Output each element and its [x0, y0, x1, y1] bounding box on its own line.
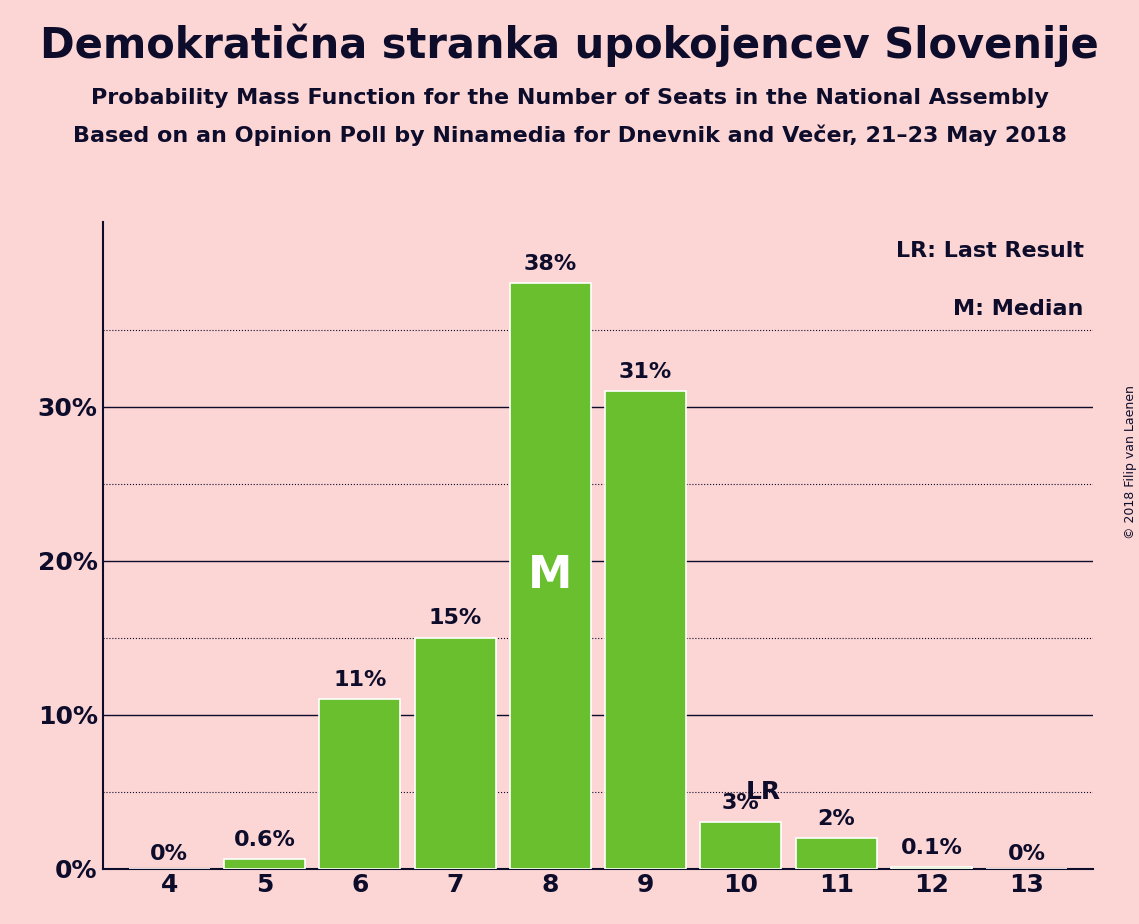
- Bar: [605, 391, 686, 869]
- Text: Based on an Opinion Poll by Ninamedia for Dnevnik and Večer, 21–23 May 2018: Based on an Opinion Poll by Ninamedia fo…: [73, 125, 1066, 146]
- Text: 3%: 3%: [722, 793, 760, 813]
- Bar: [319, 699, 400, 869]
- Bar: [510, 284, 591, 869]
- Bar: [224, 859, 305, 869]
- Text: 0.6%: 0.6%: [233, 830, 295, 850]
- Text: 31%: 31%: [618, 362, 672, 382]
- Text: M: M: [528, 554, 573, 598]
- Text: 38%: 38%: [524, 254, 577, 274]
- Text: 0.1%: 0.1%: [901, 838, 962, 857]
- Bar: [891, 867, 972, 869]
- Text: 0%: 0%: [1008, 844, 1046, 864]
- Text: 0%: 0%: [150, 844, 188, 864]
- Bar: [796, 838, 877, 869]
- Text: M: Median: M: Median: [953, 299, 1083, 320]
- Bar: [415, 638, 495, 869]
- Text: © 2018 Filip van Laenen: © 2018 Filip van Laenen: [1124, 385, 1137, 539]
- Text: 2%: 2%: [818, 808, 855, 829]
- Text: 15%: 15%: [428, 608, 482, 628]
- Text: LR: LR: [746, 780, 781, 804]
- Bar: [700, 822, 781, 869]
- Text: 11%: 11%: [333, 670, 386, 690]
- Text: LR: Last Result: LR: Last Result: [895, 241, 1083, 261]
- Text: Probability Mass Function for the Number of Seats in the National Assembly: Probability Mass Function for the Number…: [91, 88, 1048, 108]
- Text: Demokratična stranka upokojencev Slovenije: Demokratična stranka upokojencev Sloveni…: [40, 23, 1099, 67]
